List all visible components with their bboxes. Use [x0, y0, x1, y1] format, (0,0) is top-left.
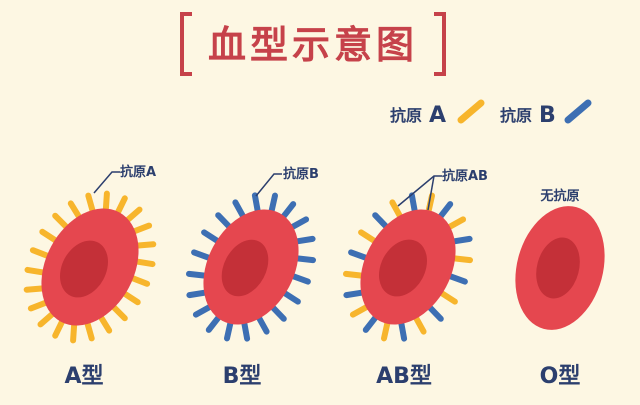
cell-ab-type-label: AB型: [376, 364, 432, 389]
title-left-bracket: [180, 12, 192, 76]
cell-ab-group: 抗原AB AB型: [343, 168, 488, 389]
cell-ab-pointer-branch: [427, 175, 435, 211]
antigen-spike: [39, 228, 61, 245]
antigen-spike: [96, 312, 113, 334]
antigen-spike: [186, 289, 211, 299]
cell-a-nucleus: [60, 240, 108, 298]
cell-a-annotation: 抗原A: [120, 164, 156, 180]
antigen-spike: [119, 289, 141, 306]
antigen-spike: [348, 249, 371, 262]
legend: 抗原 A 抗原 B: [390, 99, 592, 128]
legend-item-b: 抗原 B: [500, 99, 592, 128]
antigen-spike: [129, 222, 153, 236]
antigen-spike: [109, 302, 128, 322]
cell-b-group: 抗原B B型: [186, 166, 319, 389]
cell-b-annotation: 抗原B: [283, 166, 319, 182]
antigen-spike: [67, 200, 84, 222]
cell-o-annotation: 无抗原: [539, 188, 579, 204]
antigen-spike: [191, 249, 214, 262]
cell-b-nucleus: [221, 239, 269, 297]
legend-a-label: 抗原: [390, 106, 422, 125]
antigen-spike: [113, 195, 128, 218]
antigen-spike: [27, 298, 51, 312]
cell-a-type-label: A型: [64, 364, 103, 389]
cell-o-type-label: O型: [540, 364, 581, 389]
title-group: 血型示意图: [180, 12, 446, 76]
legend-b-label: 抗原: [500, 106, 532, 125]
legend-b-letter: B: [539, 103, 556, 128]
antigen-spike: [448, 235, 473, 245]
antigen-spike: [288, 272, 311, 285]
cell-o-nucleus: [536, 237, 580, 299]
antigen-spike: [52, 212, 71, 232]
antigen-spike: [131, 258, 156, 268]
title-right-bracket: [434, 12, 446, 76]
cell-a-group: 抗原A A型: [23, 164, 157, 389]
legend-b-antigen-swatch: [564, 99, 592, 124]
antigen-spike: [343, 289, 368, 299]
antigen-spike: [445, 272, 468, 285]
antigen-spike: [24, 266, 49, 276]
cell-ab-nucleus: [379, 239, 427, 297]
antigen-spike: [291, 235, 316, 245]
cell-b-pointer: [255, 173, 282, 197]
diagram-title: 血型示意图: [208, 23, 418, 67]
cell-ab-annotation: 抗原AB: [442, 168, 488, 184]
legend-a-antigen-swatch: [457, 99, 485, 124]
cell-a-pointer: [93, 171, 120, 194]
cell-ab-pointer: [397, 175, 442, 207]
cell-o-group: 无抗原 O型: [515, 188, 605, 389]
legend-item-a: 抗原 A: [390, 99, 485, 128]
legend-a-letter: A: [429, 103, 446, 128]
cell-b-type-label: B型: [223, 364, 262, 389]
antigen-spike: [52, 316, 67, 339]
